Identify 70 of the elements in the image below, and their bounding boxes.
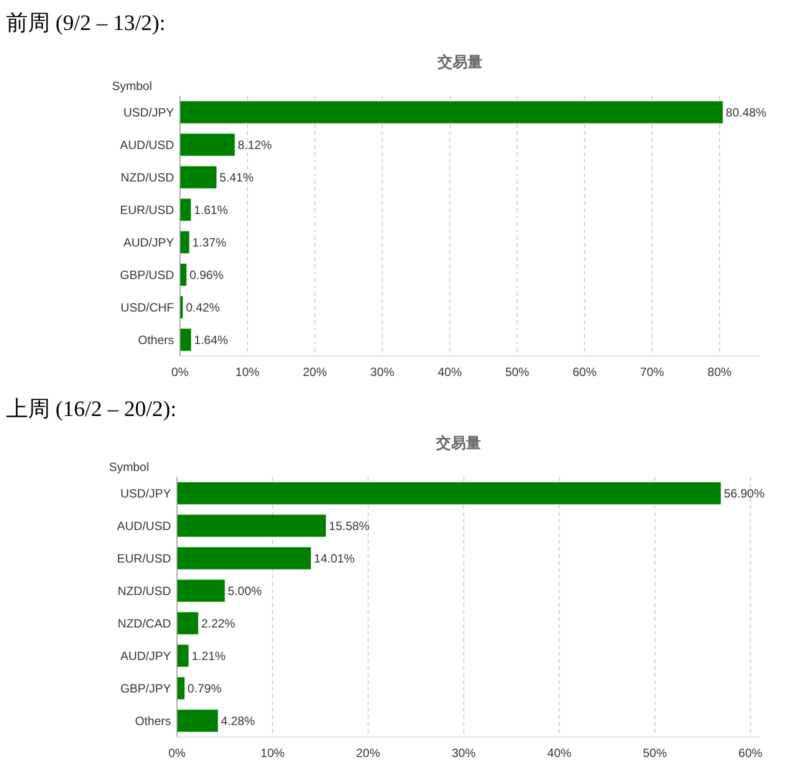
y-axis-title: Symbol	[112, 79, 152, 93]
data-label: 14.01%	[314, 551, 355, 566]
chart-title: 上周 (16/2 – 20/2):	[6, 396, 176, 421]
bar	[177, 677, 185, 700]
y-tick-label: NZD/USD	[118, 584, 172, 598]
x-tick-label: 60%	[738, 746, 763, 760]
y-tick-label: USD/CHF	[120, 300, 174, 314]
y-tick-label: Others	[138, 332, 174, 347]
data-label: 0.42%	[186, 300, 220, 314]
y-tick-label: EUR/USD	[120, 202, 174, 217]
data-label: 56.90%	[724, 486, 765, 500]
bar	[180, 166, 216, 188]
data-label: 5.41%	[219, 170, 254, 184]
x-tick-label: 40%	[438, 365, 462, 379]
bar	[177, 612, 198, 634]
data-label: 1.64%	[194, 332, 228, 347]
x-tick-label: 0%	[171, 365, 189, 379]
bar	[180, 134, 235, 156]
x-tick-label: 10%	[260, 746, 285, 760]
y-tick-label: Others	[134, 714, 171, 728]
data-label: 2.22%	[201, 616, 236, 630]
x-tick-label: 70%	[640, 365, 664, 379]
chart-title: 前周 (9/2 – 13/2):	[6, 10, 166, 35]
x-tick-label: 50%	[505, 365, 530, 379]
y-tick-label: AUD/USD	[116, 518, 172, 533]
x-tick-label: 20%	[302, 365, 328, 379]
y-tick-label: GBP/USD	[120, 268, 174, 282]
data-label: 5.00%	[228, 584, 262, 598]
chart-subtitle: 交易量	[436, 53, 482, 71]
y-tick-label: EUR/USD	[116, 551, 172, 566]
bar	[177, 514, 326, 537]
bar	[177, 580, 225, 602]
chart-subtitle: 交易量	[435, 434, 481, 452]
data-label: 1.61%	[194, 202, 228, 217]
y-tick-label: USD/JPY	[123, 105, 174, 120]
data-label: 0.96%	[189, 268, 224, 282]
y-tick-label: GBP/JPY	[120, 681, 171, 696]
data-label: 15.58%	[328, 518, 370, 533]
bar	[177, 547, 311, 570]
x-tick-label: 40%	[547, 746, 572, 760]
y-tick-label: AUD/JPY	[123, 235, 174, 250]
x-tick-label: 10%	[235, 365, 260, 379]
bar	[180, 328, 192, 351]
y-tick-label: AUD/USD	[120, 138, 174, 152]
bar	[177, 482, 721, 504]
y-tick-label: NZD/USD	[120, 170, 174, 184]
x-tick-label: 60%	[572, 365, 597, 379]
data-label: 0.79%	[188, 681, 222, 696]
y-axis-title: Symbol	[108, 460, 149, 474]
bar	[177, 710, 218, 732]
data-label: 4.28%	[220, 714, 256, 728]
y-tick-label: NZD/CAD	[118, 616, 172, 630]
x-tick-label: 30%	[452, 746, 476, 760]
x-tick-label: 80%	[708, 365, 732, 379]
bar	[180, 198, 191, 221]
bar	[177, 644, 189, 667]
x-tick-label: 30%	[370, 365, 395, 379]
data-label: 1.37%	[192, 235, 227, 250]
bar	[180, 296, 183, 318]
y-tick-label: AUD/JPY	[120, 648, 171, 663]
y-tick-label: USD/JPY	[120, 486, 171, 500]
bar	[180, 101, 723, 124]
bar	[180, 231, 190, 254]
data-label: 1.21%	[192, 648, 226, 663]
x-tick-label: 50%	[642, 746, 668, 760]
x-tick-label: 20%	[356, 746, 380, 760]
x-tick-label: 0%	[168, 746, 186, 760]
data-label: 8.12%	[238, 138, 272, 152]
data-label: 80.48%	[726, 105, 767, 120]
bar	[180, 264, 186, 286]
